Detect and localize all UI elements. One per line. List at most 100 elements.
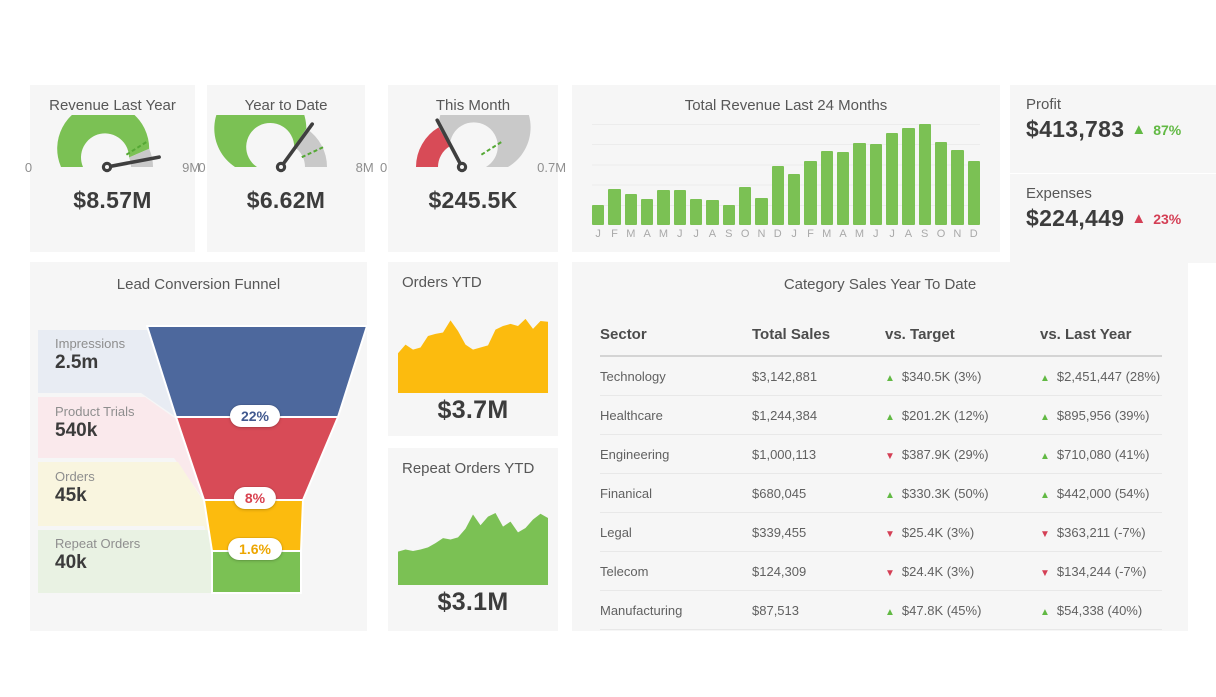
revenue-bar[interactable] [722, 204, 735, 225]
cell-sector: Manufacturing [600, 590, 752, 630]
revenue-bar[interactable] [592, 204, 605, 225]
revenue-bar[interactable] [934, 142, 948, 225]
down-triangle-icon: ▼ [885, 528, 895, 540]
cell-vs-last-year: ▲ $54,338 (40%) [1040, 590, 1162, 630]
cell-vs-target: ▲ $201.2K (12%) [885, 395, 1040, 435]
revenue-bar[interactable] [657, 189, 670, 225]
month-tick-label: J [677, 228, 683, 240]
month-tick-label: J [595, 228, 601, 240]
card-title: Repeat Orders YTD [402, 460, 535, 477]
cell-sector: Technology [600, 356, 752, 396]
column-header-vs-last-year[interactable]: vs. Last Year [1040, 316, 1162, 357]
up-triangle-icon: ▲ [1040, 450, 1050, 462]
table-row[interactable]: Telecom $124,309 ▼ $24.4K (3%) ▼ $134,244 (-7… [600, 551, 1162, 591]
table-row[interactable]: Healthcare $1,244,384 ▲ $201.2K (12%) ▲ $895,… [600, 395, 1162, 435]
month-tick-label: M [854, 228, 864, 240]
revenue-bar[interactable] [902, 128, 915, 225]
gauge-min-label: 0 [379, 160, 388, 175]
gauge-this-month[interactable] [392, 81, 532, 180]
month-tick-label: O [936, 228, 946, 240]
revenue-bar[interactable] [885, 133, 899, 225]
revenue-bar[interactable] [706, 199, 719, 225]
table-row[interactable]: Finanical $680,045 ▲ $330.3K (50%) ▲ $442,000… [600, 473, 1162, 513]
cell-total-sales: $3,142,881 [752, 356, 885, 396]
column-header-vs-target[interactable]: vs. Target [885, 316, 1040, 357]
gauge-revenue-last-year[interactable] [37, 102, 177, 180]
gauge-max-label: 0.7M [537, 160, 567, 175]
revenue-bar[interactable] [820, 151, 833, 225]
cell-sector: Finanical [600, 473, 752, 513]
table-row[interactable]: Manufacturing $87,513 ▲ $47.8K (45%) ▲ $54,33… [600, 590, 1162, 630]
conversion-badge-8: 8% [233, 487, 277, 509]
revenue-bar[interactable] [836, 152, 850, 225]
month-tick-label: M [822, 228, 832, 240]
cell-total-sales: $680,045 [752, 473, 885, 513]
card-title: Year to Date [244, 97, 328, 114]
cell-vs-target: ▼ $24.4K (3%) [885, 551, 1040, 591]
month-tick-label: J [693, 228, 699, 240]
revenue-bar[interactable] [738, 186, 752, 225]
spark-card-orders-ytd: Orders YTD $3.7M [388, 262, 558, 436]
table-row[interactable]: Legal $339,455 ▼ $25.4K (3%) ▼ $363,211 (-7%) [600, 512, 1162, 552]
gauge-card-year-to-date: Year to Date 0 8M $6.62M [198, 82, 374, 252]
table-row[interactable]: Engineering $1,000,113 ▼ $387.9K (29%) ▲ $710… [600, 434, 1162, 474]
card-title: Lead Conversion Funnel [116, 276, 281, 293]
column-header-sector[interactable]: Sector [600, 316, 752, 357]
up-triangle-icon: ▲ [885, 489, 895, 501]
revenue-bar[interactable] [771, 166, 784, 225]
revenue-bar-chart[interactable] [592, 124, 980, 225]
spark-card-repeat-orders-ytd: Repeat Orders YTD $3.1M [388, 448, 558, 631]
month-tick-label: J [872, 228, 879, 240]
up-triangle-icon: ▲ [885, 372, 895, 384]
month-tick-label: F [611, 228, 618, 240]
card-title: Revenue Last Year [49, 97, 176, 114]
revenue-bar[interactable] [640, 198, 654, 225]
funnel-stage-label: Repeat Orders 40k [55, 536, 141, 573]
funnel-stage-label: Product Trials 540k [55, 404, 135, 441]
gauge-value: $245.5K [428, 187, 518, 213]
kpi-value: $224,449 [1026, 205, 1125, 231]
revenue-bar[interactable] [804, 161, 817, 225]
down-triangle-icon: ▼ [885, 567, 895, 579]
kpi-label: Expenses [1026, 185, 1092, 202]
cell-sector: Engineering [600, 434, 752, 474]
revenue-bar[interactable] [787, 173, 801, 225]
revenue-bar[interactable] [624, 193, 637, 225]
up-triangle-icon: ▲ [1040, 411, 1050, 423]
up-triangle-icon: ▲ [1040, 606, 1050, 618]
revenue-bar[interactable] [869, 144, 882, 225]
table-row[interactable]: Technology $3,142,881 ▲ $340.5K (3%) ▲ $2,451… [600, 356, 1162, 396]
gauge-year-to-date[interactable] [211, 82, 351, 180]
down-triangle-icon: ▼ [1040, 567, 1050, 579]
funnel-stage-impressions[interactable] [146, 325, 367, 418]
revenue-bar[interactable] [853, 143, 866, 225]
funnel-band-orders [38, 462, 212, 551]
gauge-max-label: 9M [182, 160, 201, 175]
revenue-bar[interactable] [951, 150, 964, 225]
up-triangle-icon: ▲ [1040, 372, 1050, 384]
repeat-orders-ytd-area-chart[interactable] [398, 507, 548, 585]
month-tick-label: A [839, 228, 847, 240]
lead-conversion-funnel[interactable] [30, 262, 367, 631]
conversion-badge-22: 22% [229, 405, 281, 427]
up-triangle-icon: ▲ [885, 411, 895, 423]
revenue-bar[interactable] [608, 188, 621, 225]
revenue-bar[interactable] [918, 124, 931, 225]
month-tick-label: D [969, 228, 978, 240]
revenue-bar[interactable] [967, 161, 980, 225]
card-title: Orders YTD [402, 274, 482, 291]
cell-vs-last-year: ▼ $363,211 (-7%) [1040, 512, 1162, 552]
revenue-bar[interactable] [673, 189, 686, 225]
month-tick-label: S [725, 228, 733, 240]
cell-vs-target: ▲ $330.3K (50%) [885, 473, 1040, 513]
kpi-delta: 23% [1153, 210, 1182, 227]
orders-ytd-area-chart[interactable] [398, 315, 548, 393]
column-header-total-sales[interactable]: Total Sales [752, 316, 885, 357]
revenue-bar[interactable] [689, 198, 703, 225]
gauge-min-label: 0 [198, 160, 206, 175]
revenue-bar[interactable] [755, 197, 768, 225]
gauge-value: $6.62M [246, 187, 326, 213]
funnel-band-impressions [38, 330, 176, 417]
